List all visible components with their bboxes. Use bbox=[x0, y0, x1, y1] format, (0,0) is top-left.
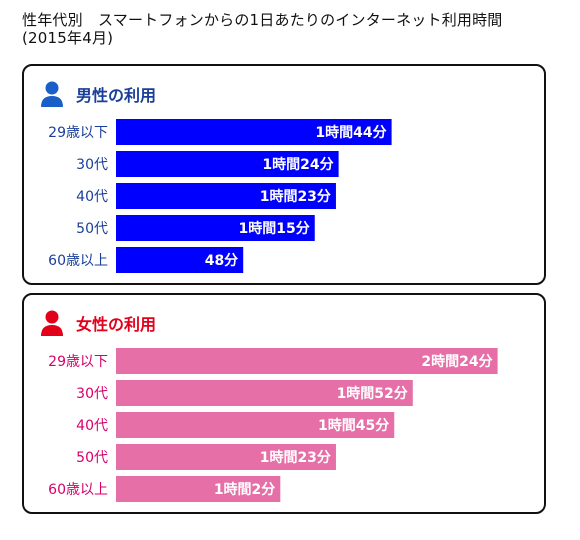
female-value-label: 1時間52分 bbox=[337, 385, 408, 402]
female-category-label: 60歳以上 bbox=[48, 482, 108, 498]
male-bar bbox=[116, 151, 339, 177]
female-value-label: 2時間24分 bbox=[421, 353, 492, 370]
male-category-label: 50代 bbox=[76, 221, 108, 237]
female-bar bbox=[116, 444, 336, 470]
male-value-label: 1時間44分 bbox=[315, 124, 386, 141]
female-value-label: 1時間23分 bbox=[260, 449, 331, 466]
male-value-label: 48分 bbox=[205, 253, 238, 269]
male-value-label: 1時間15分 bbox=[239, 220, 310, 237]
female-bar bbox=[116, 476, 281, 502]
person-blue-icon bbox=[41, 81, 63, 107]
person-red-icon bbox=[41, 310, 63, 336]
male-value-label: 1時間24分 bbox=[262, 156, 333, 173]
female-bar-chart: 29歳以下 2時間24分 30代 1時間52分 40代 1時間45分 50代 1時間23分 60… bbox=[48, 348, 498, 502]
female-category-label: 40代 bbox=[76, 418, 108, 434]
male-usage-panel: 男性の利用 29歳以下 1時間44分 30代 1時間24分 40代 1時間23分 50代 1時… bbox=[22, 64, 546, 285]
male-bar bbox=[116, 119, 392, 145]
female-bar bbox=[116, 348, 498, 374]
female-panel-header: 女性の利用 bbox=[38, 309, 156, 337]
male-bar-chart: 29歳以下 1時間44分 30代 1時間24分 40代 1時間23分 50代 1時間15分 60… bbox=[48, 119, 392, 273]
male-category-label: 30代 bbox=[76, 157, 108, 173]
male-panel-header: 男性の利用 bbox=[38, 80, 156, 108]
female-category-label: 29歳以下 bbox=[48, 354, 108, 370]
chart-title: 性年代別 スマートフォンからの1日あたりのインターネット利用時間 (2015年4… bbox=[22, 11, 503, 47]
female-bar bbox=[116, 380, 413, 406]
male-category-label: 60歳以上 bbox=[48, 253, 108, 269]
male-panel-title: 男性の利用 bbox=[76, 86, 157, 105]
female-bar bbox=[116, 412, 395, 438]
male-value-label: 1時間23分 bbox=[260, 188, 331, 205]
male-bar bbox=[116, 247, 244, 273]
female-category-label: 30代 bbox=[76, 386, 108, 402]
female-value-label: 1時間2分 bbox=[214, 481, 275, 498]
male-bar bbox=[116, 215, 315, 241]
female-value-label: 1時間45分 bbox=[318, 417, 389, 434]
female-category-label: 50代 bbox=[76, 450, 108, 466]
female-panel-title: 女性の利用 bbox=[76, 315, 157, 334]
male-bar bbox=[116, 183, 336, 209]
male-category-label: 29歳以下 bbox=[48, 125, 108, 141]
male-category-label: 40代 bbox=[76, 189, 108, 205]
female-usage-panel: 女性の利用 29歳以下 2時間24分 30代 1時間52分 40代 1時間45分 50代 1時… bbox=[22, 293, 546, 514]
